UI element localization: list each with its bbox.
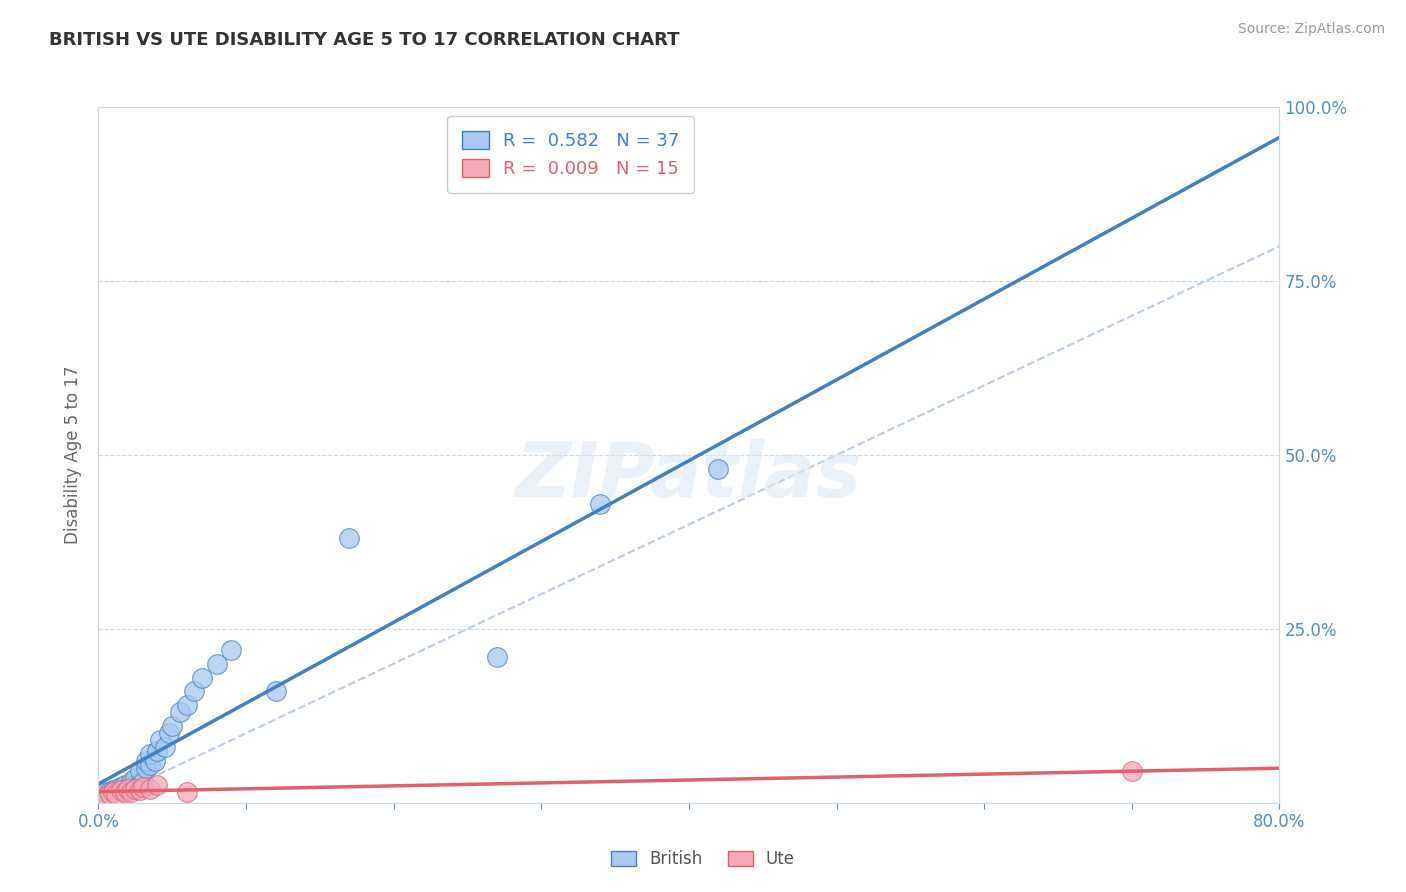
Point <box>219 642 242 657</box>
Point <box>105 788 128 802</box>
Point <box>124 778 146 792</box>
Point <box>707 462 730 476</box>
Point <box>128 783 150 797</box>
Point <box>153 740 176 755</box>
Point <box>94 789 117 803</box>
Point <box>110 780 132 795</box>
Point <box>120 775 142 789</box>
Point <box>128 764 150 779</box>
Point <box>1121 764 1143 779</box>
Point <box>183 684 205 698</box>
Point <box>110 783 132 797</box>
Point <box>264 684 287 698</box>
Point <box>97 785 120 799</box>
Legend: R =  0.582   N = 37, R =  0.009   N = 15: R = 0.582 N = 37, R = 0.009 N = 15 <box>447 116 695 193</box>
Point <box>114 778 136 792</box>
Point <box>117 781 139 796</box>
Point <box>205 657 228 671</box>
Point <box>98 788 121 802</box>
Point <box>146 744 169 758</box>
Point <box>110 783 132 797</box>
Point <box>146 778 169 792</box>
Point <box>128 776 150 790</box>
Point <box>139 781 162 796</box>
Point <box>117 780 139 795</box>
Text: Source: ZipAtlas.com: Source: ZipAtlas.com <box>1237 22 1385 37</box>
Point <box>135 754 157 768</box>
Point <box>176 698 198 713</box>
Point <box>162 719 183 733</box>
Point <box>135 761 157 775</box>
Point <box>124 781 146 796</box>
Text: BRITISH VS UTE DISABILITY AGE 5 TO 17 CORRELATION CHART: BRITISH VS UTE DISABILITY AGE 5 TO 17 CO… <box>49 31 679 49</box>
Point <box>103 783 125 797</box>
Point <box>103 785 125 799</box>
Point <box>124 772 146 786</box>
Point <box>139 757 162 772</box>
Text: ZIPatlas: ZIPatlas <box>516 439 862 513</box>
Point <box>157 726 180 740</box>
Y-axis label: Disability Age 5 to 17: Disability Age 5 to 17 <box>65 366 83 544</box>
Point <box>143 754 166 768</box>
Point <box>169 706 191 720</box>
Point <box>120 785 142 799</box>
Point <box>114 781 136 796</box>
Point <box>105 781 128 796</box>
Point <box>132 780 155 795</box>
Point <box>149 733 172 747</box>
Point <box>589 497 612 511</box>
Point <box>94 785 117 799</box>
Legend: British, Ute: British, Ute <box>605 844 801 875</box>
Point <box>486 649 509 664</box>
Point <box>176 785 198 799</box>
Point <box>139 747 162 761</box>
Point <box>132 775 155 789</box>
Point <box>191 671 214 685</box>
Point <box>339 532 360 546</box>
Point <box>120 778 142 792</box>
Point <box>114 785 136 799</box>
